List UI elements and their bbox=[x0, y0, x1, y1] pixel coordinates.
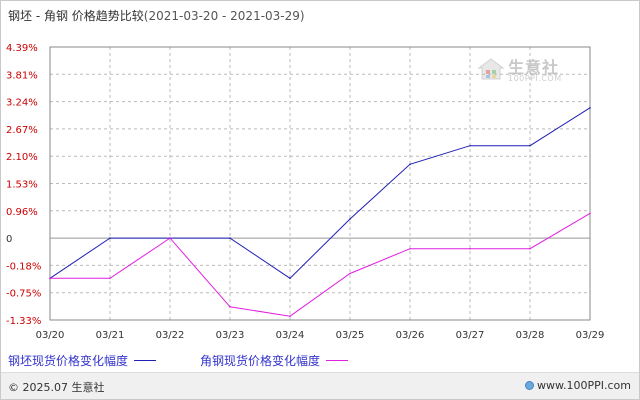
chart-title-main: 钢坯 - 角钢 价格趋势比较 bbox=[8, 9, 144, 23]
series-1-point bbox=[349, 218, 351, 220]
globe-icon bbox=[525, 381, 535, 390]
series-2-point bbox=[289, 315, 291, 318]
x-tick-label: 03/23 bbox=[216, 330, 245, 341]
watermark-logo: 生意社 100PPI.COM bbox=[478, 54, 588, 88]
y-tick-label: 3.24% bbox=[6, 98, 38, 109]
legend-item-series1: 钢坯现货价格变化幅度 bbox=[8, 352, 157, 369]
series-line-2 bbox=[50, 212, 591, 317]
x-tick-label: 03/20 bbox=[36, 330, 65, 341]
series-1-point bbox=[109, 237, 111, 239]
legend-swatch-series1 bbox=[134, 360, 157, 361]
series-2-point bbox=[169, 237, 171, 239]
series-1-point bbox=[529, 144, 531, 147]
x-tick-label: 03/24 bbox=[276, 330, 305, 341]
chart-title-range: (2021-03-20 - 2021-03-29) bbox=[143, 9, 305, 23]
series-2-point bbox=[529, 247, 531, 250]
footer-copyright: © 2025.07 生意社 bbox=[8, 381, 105, 394]
legend-label-series1: 钢坯现货价格变化幅度 bbox=[8, 354, 129, 368]
series-2-point bbox=[49, 277, 51, 280]
chart-legend: 钢坯现货价格变化幅度 角钢现货价格变化幅度 bbox=[8, 352, 608, 368]
x-tick-label: 03/22 bbox=[156, 330, 185, 341]
chart-title: 钢坯 - 角钢 价格趋势比较(2021-03-20 - 2021-03-29) bbox=[8, 7, 305, 24]
x-tick-label: 03/28 bbox=[516, 330, 545, 341]
watermark-name: 生意社 bbox=[508, 58, 560, 77]
y-tick-label: -0.18% bbox=[6, 261, 41, 272]
x-tick-label: 03/25 bbox=[336, 330, 365, 341]
series-1-point bbox=[589, 107, 591, 109]
y-tick-label: 1.53% bbox=[6, 180, 38, 191]
series-line-1 bbox=[49, 107, 591, 279]
series-2-point bbox=[589, 212, 591, 215]
y-tick-label: 2.67% bbox=[6, 125, 38, 136]
series-1-point bbox=[469, 144, 471, 147]
y-tick-label: 0 bbox=[6, 234, 12, 245]
footer-site-text: www.100PPI.com bbox=[537, 379, 631, 392]
footer-site-link[interactable]: www.100PPI.com bbox=[525, 379, 631, 392]
footer-bar: © 2025.07 生意社 www.100PPI.com bbox=[1, 372, 639, 399]
y-tick-label: 0.96% bbox=[6, 207, 38, 218]
y-tick-label: -0.75% bbox=[6, 289, 41, 300]
series-1-point bbox=[409, 163, 411, 166]
series-2-point bbox=[229, 306, 231, 308]
series-2-point bbox=[409, 247, 411, 250]
series-1-point bbox=[229, 237, 231, 239]
series-2-point bbox=[109, 277, 111, 280]
legend-label-series2: 角钢现货价格变化幅度 bbox=[200, 354, 321, 368]
y-tick-label: 4.39% bbox=[6, 43, 38, 54]
watermark-url: 100PPI.COM bbox=[508, 74, 562, 83]
plot-border bbox=[49, 46, 591, 321]
series-1-point bbox=[289, 277, 291, 280]
y-tick-label: -1.33% bbox=[6, 316, 41, 327]
x-tick-label: 03/29 bbox=[576, 330, 605, 341]
legend-item-series2: 角钢现货价格变化幅度 bbox=[200, 352, 349, 369]
legend-swatch-series2 bbox=[326, 360, 349, 361]
x-tick-label: 03/26 bbox=[396, 330, 425, 341]
x-tick-label: 03/21 bbox=[96, 330, 125, 341]
series-2-point bbox=[469, 247, 471, 250]
y-tick-label: 3.81% bbox=[6, 70, 38, 81]
series-2-point bbox=[349, 272, 351, 275]
x-tick-label: 03/27 bbox=[456, 330, 485, 341]
y-tick-label: 2.10% bbox=[6, 152, 38, 163]
